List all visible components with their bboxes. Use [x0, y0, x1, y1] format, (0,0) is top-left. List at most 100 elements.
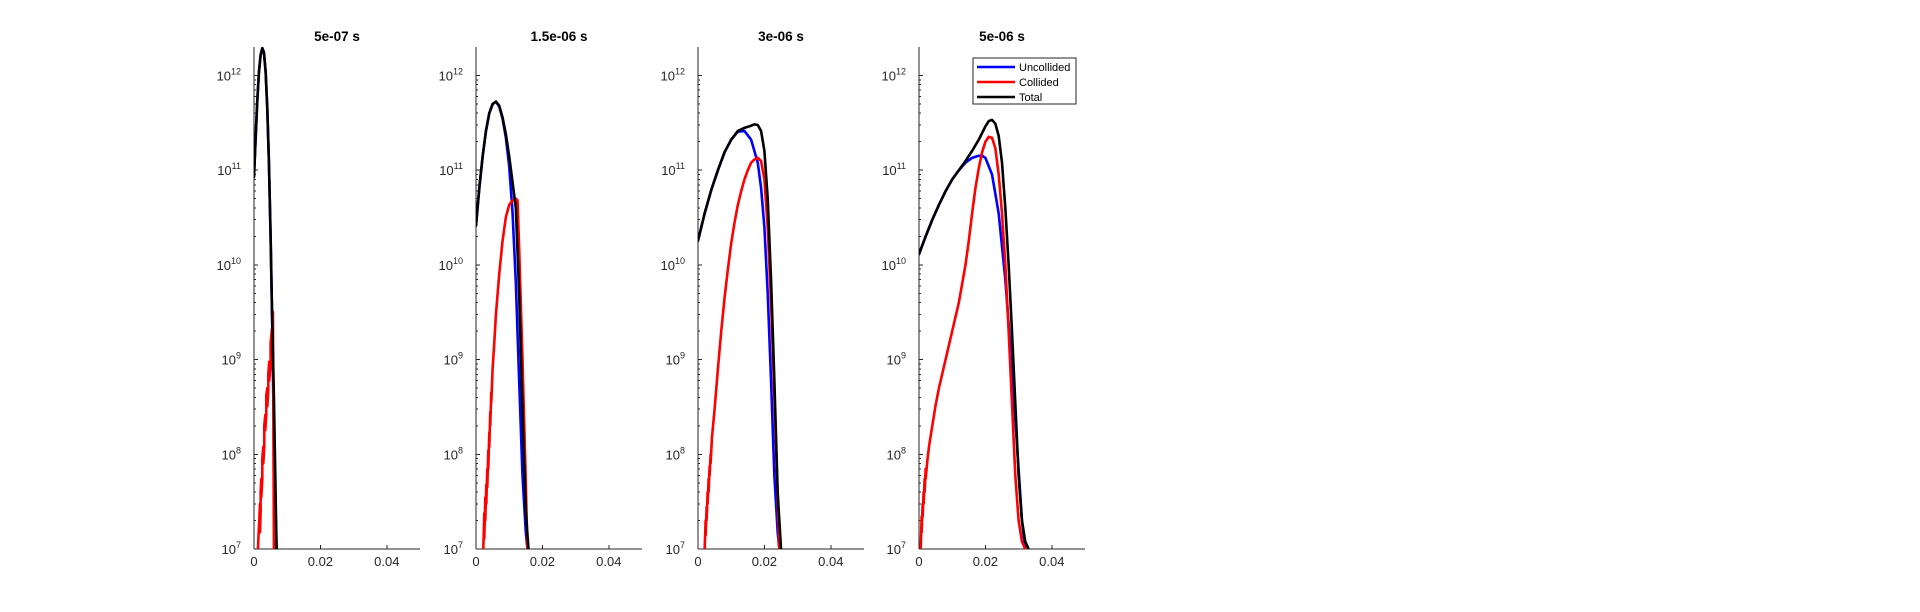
panel-title: 1.5e-06 s [530, 29, 587, 44]
y-tick-label: 108 [887, 445, 906, 462]
y-tick-label: 1012 [439, 67, 463, 84]
y-tick-label: 107 [444, 540, 463, 557]
y-tick-label: 1011 [882, 161, 906, 178]
series-line-collided [703, 156, 781, 549]
y-tick-exponent: 8 [236, 445, 241, 455]
y-tick-exponent: 7 [901, 540, 906, 550]
y-tick-base: 10 [222, 542, 236, 557]
y-tick-label: 1011 [661, 161, 685, 178]
x-tick-label: 0.02 [752, 554, 777, 569]
y-tick-exponent: 9 [901, 351, 906, 361]
y-tick-exponent: 12 [675, 67, 685, 77]
y-tick-label: 108 [666, 445, 685, 462]
y-tick-exponent: 9 [236, 351, 241, 361]
legend-label: Uncollided [1019, 62, 1070, 74]
y-tick-base: 10 [439, 258, 453, 273]
y-tick-exponent: 12 [231, 67, 241, 77]
y-tick-base: 10 [887, 542, 901, 557]
y-tick-base: 10 [882, 163, 896, 178]
y-tick-label: 109 [887, 351, 906, 368]
y-tick-base: 10 [661, 258, 675, 273]
y-tick-exponent: 11 [676, 161, 685, 171]
y-tick-exponent: 10 [896, 256, 906, 266]
legend-label: Collided [1019, 77, 1059, 89]
legend-label: Total [1019, 92, 1042, 104]
y-tick-exponent: 10 [231, 256, 241, 266]
y-tick-exponent: 10 [453, 256, 463, 266]
y-tick-label: 108 [222, 445, 241, 462]
y-tick-base: 10 [217, 69, 231, 84]
series-line-total [254, 47, 278, 549]
y-tick-exponent: 12 [453, 67, 463, 77]
panel-title: 5e-06 s [979, 29, 1025, 44]
x-tick-label: 0 [250, 554, 257, 569]
x-tick-label: 0.04 [374, 554, 399, 569]
y-tick-exponent: 9 [458, 351, 463, 361]
y-tick-label: 1012 [882, 67, 906, 84]
series-line-total [698, 123, 783, 549]
y-tick-exponent: 8 [901, 445, 906, 455]
y-tick-label: 107 [222, 540, 241, 557]
y-tick-label: 1012 [661, 67, 685, 84]
y-tick-label: 107 [887, 540, 906, 557]
y-tick-base: 10 [666, 447, 680, 462]
legend: Uncollided Collided Total [972, 57, 1077, 105]
x-tick-label: 0 [915, 554, 922, 569]
y-tick-label: 107 [666, 540, 685, 557]
x-tick-label: 0.04 [1039, 554, 1064, 569]
y-tick-base: 10 [444, 353, 458, 368]
x-tick-label: 0.02 [308, 554, 333, 569]
y-tick-exponent: 7 [458, 540, 463, 550]
series-line-collided [256, 310, 276, 549]
y-tick-label: 1010 [217, 256, 241, 273]
panel-title: 5e-07 s [314, 29, 360, 44]
x-tick-label: 0 [694, 554, 701, 569]
y-tick-label: 1010 [439, 256, 463, 273]
y-tick-base: 10 [661, 163, 675, 178]
y-tick-exponent: 11 [232, 161, 241, 171]
y-tick-label: 1010 [661, 256, 685, 273]
y-tick-label: 109 [666, 351, 685, 368]
y-tick-base: 10 [217, 163, 231, 178]
y-tick-base: 10 [444, 447, 458, 462]
y-tick-exponent: 7 [236, 540, 241, 550]
y-tick-base: 10 [882, 69, 896, 84]
y-tick-exponent: 7 [680, 540, 685, 550]
y-tick-label: 1011 [439, 161, 463, 178]
y-tick-base: 10 [661, 69, 675, 84]
y-tick-label: 1010 [882, 256, 906, 273]
x-tick-label: 0.02 [973, 554, 998, 569]
y-tick-base: 10 [439, 69, 453, 84]
x-tick-label: 0 [472, 554, 479, 569]
y-tick-label: 109 [222, 351, 241, 368]
y-tick-base: 10 [439, 163, 453, 178]
y-tick-exponent: 10 [675, 256, 685, 266]
y-tick-base: 10 [444, 542, 458, 557]
y-tick-base: 10 [882, 258, 896, 273]
y-tick-label: 1012 [217, 67, 241, 84]
y-tick-exponent: 11 [454, 161, 463, 171]
series-line-total [919, 118, 1030, 549]
y-tick-base: 10 [222, 447, 236, 462]
y-tick-base: 10 [217, 258, 231, 273]
series-line-total [476, 100, 530, 549]
y-tick-base: 10 [666, 353, 680, 368]
x-tick-label: 0.04 [596, 554, 621, 569]
y-tick-base: 10 [666, 542, 680, 557]
y-tick-exponent: 8 [680, 445, 685, 455]
y-tick-base: 10 [887, 353, 901, 368]
y-tick-base: 10 [222, 353, 236, 368]
y-tick-label: 1011 [217, 161, 241, 178]
y-tick-exponent: 12 [896, 67, 906, 77]
y-tick-label: 109 [444, 351, 463, 368]
y-tick-exponent: 8 [458, 445, 463, 455]
series-line-collided [919, 135, 1027, 549]
y-tick-exponent: 11 [897, 161, 906, 171]
y-tick-label: 108 [444, 445, 463, 462]
panel-title: 3e-06 s [758, 29, 804, 44]
